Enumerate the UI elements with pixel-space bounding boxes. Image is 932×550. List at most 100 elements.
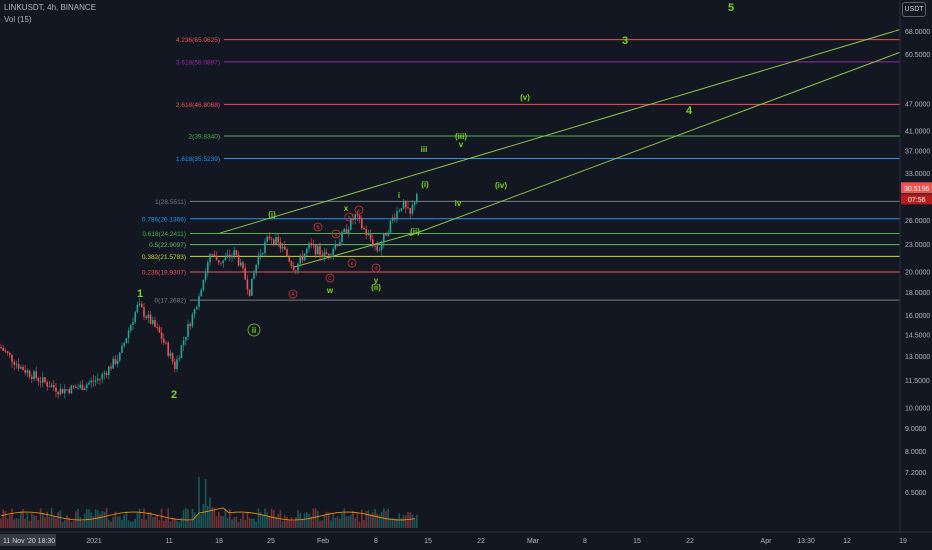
- candle-body: [114, 358, 117, 364]
- volume-bar: [259, 512, 262, 528]
- volume-bar: [103, 511, 106, 528]
- volume-bar: [42, 513, 44, 528]
- volume-bar: [339, 518, 341, 528]
- candle-body: [242, 262, 244, 269]
- volume-bar: [396, 518, 398, 528]
- candle-body: [215, 256, 218, 261]
- volume-bar: [154, 516, 156, 528]
- volume-bar: [81, 521, 84, 528]
- volume-bar: [15, 518, 18, 528]
- candle-body: [281, 246, 284, 249]
- candle-body: [336, 244, 339, 246]
- volume-bar: [363, 520, 365, 528]
- currency-badge[interactable]: USDT: [902, 2, 926, 17]
- volume-bar: [37, 520, 40, 528]
- candle-body: [167, 342, 169, 356]
- candle-body: [0, 347, 2, 349]
- volume-bar: [171, 517, 174, 528]
- candle-body: [323, 252, 326, 258]
- candle-body: [149, 314, 152, 324]
- volume-bar: [303, 513, 306, 528]
- candle-body: [17, 363, 20, 369]
- candle-body: [270, 238, 273, 240]
- volume-bar: [165, 518, 167, 528]
- volume-bar: [257, 508, 260, 528]
- last-price-tag: [901, 182, 932, 194]
- volume-bar: [114, 511, 117, 528]
- volume-bar: [110, 521, 112, 528]
- candle-body: [134, 312, 136, 322]
- volume-bar: [130, 521, 132, 528]
- price-axis-label: 37.0000: [905, 149, 930, 156]
- candle-body: [246, 279, 249, 290]
- volume-bar: [251, 518, 253, 528]
- volume-bar: [185, 508, 187, 528]
- volume-bar: [244, 520, 246, 528]
- wave-label: (iv): [495, 181, 507, 190]
- volume-bar: [66, 515, 68, 528]
- counter-wave-label: B: [316, 225, 320, 231]
- fib-level-label: 2(39.8340): [189, 134, 220, 141]
- candle-body: [213, 254, 216, 257]
- candle-body: [13, 361, 15, 365]
- volume-bar: [22, 509, 24, 528]
- candle-body: [374, 245, 376, 247]
- candle-body: [372, 239, 374, 246]
- candle-body: [42, 377, 44, 383]
- candle-body: [105, 373, 108, 376]
- volume-bar: [376, 513, 378, 528]
- candle-body: [165, 342, 167, 344]
- volume-bar: [97, 510, 99, 528]
- upper-channel-line: [219, 29, 901, 234]
- volume-bar: [222, 515, 224, 528]
- support-trend-line: [292, 233, 413, 268]
- volume-bar: [55, 518, 57, 528]
- volume-bar: [149, 512, 152, 528]
- time-axis-label: 15: [424, 538, 432, 545]
- time-axis-label: 8: [583, 538, 587, 545]
- volume-bar: [123, 514, 125, 528]
- counter-label-circle: [331, 229, 341, 239]
- candle-body: [121, 345, 123, 353]
- candle-body: [387, 232, 389, 236]
- candle-body: [378, 249, 381, 251]
- volume-bar: [224, 508, 227, 528]
- volume-bar: [231, 519, 233, 528]
- volume-bar: [264, 508, 266, 528]
- candle-body: [39, 381, 42, 383]
- volume-bar: [237, 521, 240, 528]
- candle-body: [61, 388, 64, 394]
- volume-bar: [145, 519, 147, 528]
- candle-body: [4, 350, 7, 352]
- volume-bar: [178, 521, 180, 528]
- last-price-value: 30.5196: [904, 186, 929, 193]
- volume-bar: [365, 511, 367, 528]
- candle-body: [50, 385, 53, 388]
- candle-body: [198, 296, 200, 307]
- volume-indicator-label[interactable]: Vol (15): [4, 15, 32, 24]
- candle-body: [334, 244, 337, 249]
- candle-body: [295, 270, 297, 271]
- volume-bar: [372, 512, 374, 528]
- volume-bar: [352, 510, 354, 528]
- volume-bar: [13, 519, 15, 528]
- counter-wave-label: a: [335, 232, 338, 238]
- candle-body: [163, 338, 165, 343]
- time-axis-label: 8: [374, 538, 378, 545]
- volume-bar: [132, 521, 134, 528]
- volume-ma-line: [0, 507, 416, 521]
- volume-bar: [33, 515, 35, 528]
- volume-bar: [136, 513, 139, 528]
- candle-body: [81, 384, 84, 391]
- volume-bar: [127, 520, 130, 528]
- candle-body: [169, 353, 172, 356]
- volume-bar: [46, 511, 48, 528]
- candle-body: [229, 254, 231, 258]
- volume-bar: [26, 512, 29, 528]
- candle-body: [174, 361, 176, 369]
- volume-bar: [380, 511, 383, 528]
- candle-body: [266, 236, 268, 242]
- wave-label: (i): [268, 210, 276, 219]
- volume-bar: [79, 516, 81, 528]
